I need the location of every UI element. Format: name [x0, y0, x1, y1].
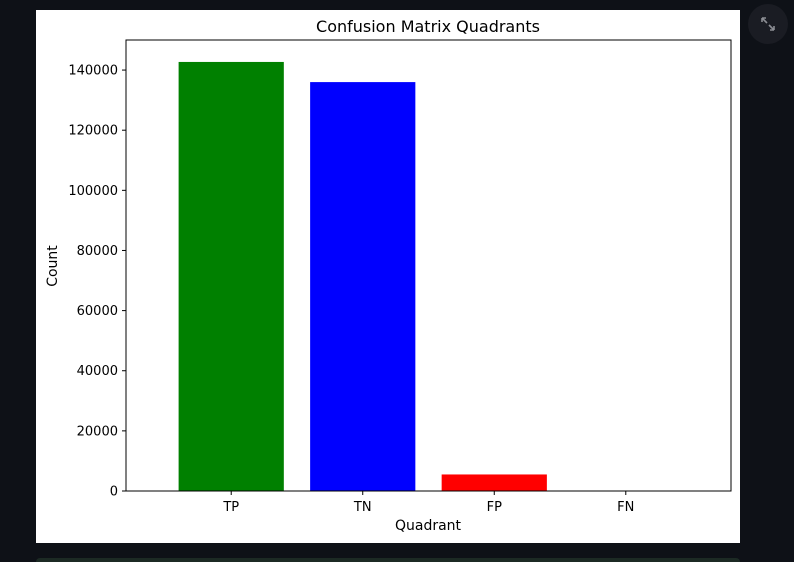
- y-tick-label: 140000: [68, 64, 118, 79]
- y-tick-label: 40000: [77, 364, 118, 379]
- x-tick-label-fp: FP: [487, 500, 502, 515]
- fullscreen-expand-icon: [761, 17, 775, 31]
- x-tick-label-tn: TN: [353, 500, 372, 515]
- bar-fp: [441, 474, 547, 491]
- x-tick-label-fn: FN: [617, 500, 634, 515]
- chart-title: Confusion Matrix Quadrants: [316, 17, 540, 36]
- x-axis-label: Quadrant: [395, 518, 462, 534]
- fullscreen-button[interactable]: [748, 4, 788, 44]
- y-axis: 0 20000 40000 60000 80000 100000 120000 140000: [68, 64, 126, 500]
- y-axis-label: Count: [45, 245, 61, 287]
- y-tick-label: 120000: [68, 124, 118, 139]
- bar-tp: [178, 61, 284, 491]
- y-tick-label: 20000: [77, 424, 118, 439]
- next-element-edge: [36, 558, 740, 562]
- axes-frame: [125, 39, 732, 492]
- y-tick-label: 0: [110, 485, 118, 500]
- x-axis: TP TN FP FN: [222, 491, 634, 515]
- y-tick-label: 60000: [77, 304, 118, 319]
- y-tick-label: 80000: [77, 244, 118, 259]
- bars-layer: [178, 61, 547, 492]
- bar-tn: [310, 82, 416, 492]
- chart-figure: Confusion Matrix Quadrants 0 20000 40000 60…: [36, 10, 740, 543]
- y-tick-label: 100000: [68, 184, 118, 199]
- bar-chart: Confusion Matrix Quadrants 0 20000 40000 60…: [45, 17, 732, 534]
- x-tick-label-tp: TP: [222, 500, 239, 515]
